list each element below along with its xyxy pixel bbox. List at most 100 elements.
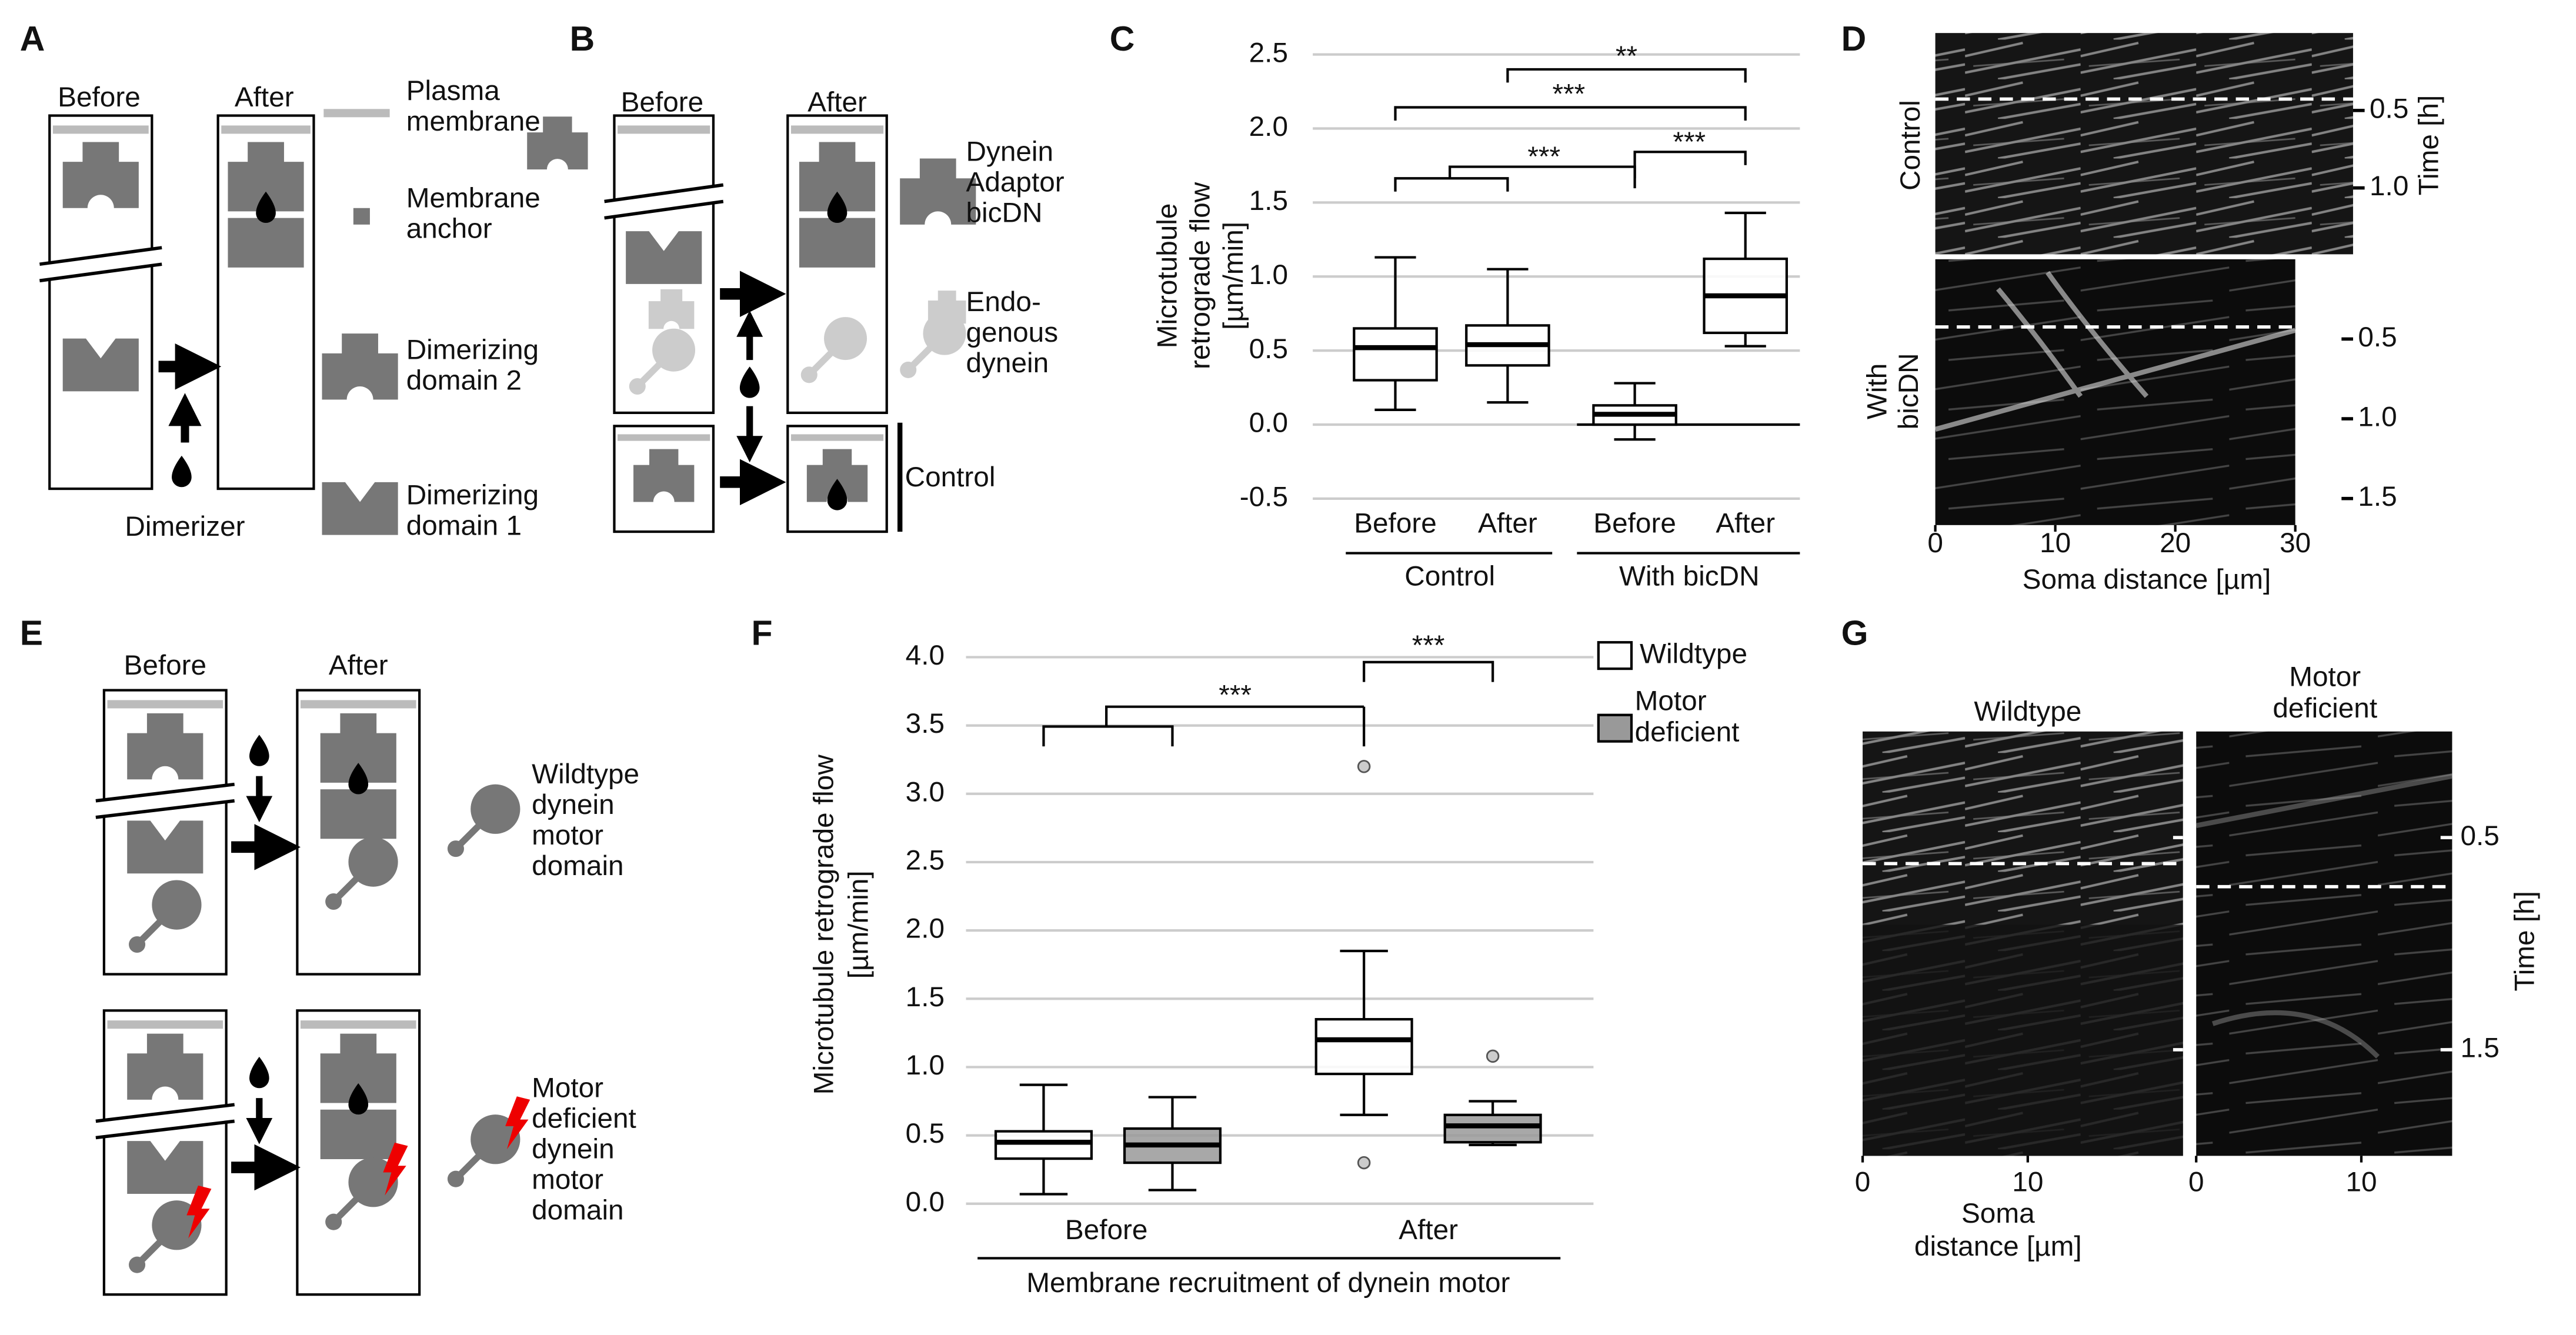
diagram-shape: [62, 338, 139, 392]
x-tick-label: 10: [2012, 1167, 2043, 1198]
y-tick-label: 0.0: [1249, 408, 1288, 439]
diagram-shape: [613, 114, 715, 415]
legend-label: domain 1: [406, 510, 522, 542]
diagram-shape: [618, 125, 710, 134]
x-tick-label: 0: [1855, 1167, 1871, 1198]
diagram-shape: [249, 1056, 269, 1089]
diagram-shape: [626, 231, 702, 284]
panel-b-diagram: [527, 114, 976, 533]
frame-title: Before: [621, 86, 704, 118]
legend-label: domain: [532, 850, 624, 882]
diagram-shape: [127, 713, 203, 780]
y-tick-label: 0.5: [1249, 333, 1288, 365]
diagram-shape: [95, 1119, 235, 1140]
diagram-shape: [739, 366, 760, 398]
y-tick-label: 0.5: [2358, 322, 2397, 353]
x-tick-label: 30: [2280, 528, 2311, 559]
diagram-shape: [221, 125, 311, 134]
legend-label: Dimerizing: [406, 335, 539, 366]
axis-title: distance [µm]: [1914, 1231, 2082, 1262]
diagram-shape: [95, 784, 235, 817]
legend-label: anchor: [406, 213, 492, 244]
box: [1314, 1018, 1413, 1076]
y-tick-label: 0.5: [2370, 93, 2408, 124]
legend-label: dynein: [966, 348, 1049, 379]
significance-label: ***: [1552, 78, 1585, 109]
y-tick-label: 1.0: [906, 1050, 945, 1081]
diagram-shape: [323, 109, 390, 118]
diagram-shape: [604, 183, 724, 203]
y-axis-title: [µm/min]: [1218, 222, 1249, 330]
legend-label: motor: [532, 1164, 603, 1195]
kymographs: [1863, 33, 2453, 1156]
y-tick-label: 1.0: [2370, 171, 2408, 202]
diagram-shape: [900, 312, 966, 378]
legend-label: Endo-: [966, 286, 1041, 318]
group-label: Control: [1404, 560, 1495, 592]
frame-title: After: [235, 82, 294, 113]
y-tick-label: 2.0: [906, 913, 945, 944]
diagram-shape: [1934, 271, 2296, 432]
diagram-shape: [321, 713, 396, 839]
x-axis-title: Membrane recruitment of dynein motor: [1026, 1267, 1510, 1299]
legend-label: Plasma: [406, 75, 500, 106]
diagram-shape: [2196, 731, 2452, 1156]
legend-label: dynein: [532, 789, 615, 820]
x-tick-label: 0: [1927, 528, 1943, 559]
x-tick-label: 20: [2160, 528, 2191, 559]
diagram-shape: [249, 735, 269, 766]
outlier: [1357, 760, 1371, 773]
y-tick-label: 0.5: [2460, 820, 2499, 852]
x-tick-label: 0: [2188, 1167, 2204, 1198]
y-axis-title: [µm/min]: [843, 870, 874, 979]
legend-label-wrap: Motor deficient: [1635, 685, 1740, 748]
diagram-shape: [448, 785, 520, 857]
legend-label: deficient: [532, 1103, 636, 1134]
diagram-shape: [216, 114, 315, 490]
frame-title: After: [329, 650, 388, 681]
diagram-shape: [301, 1020, 416, 1029]
panel-label: E: [20, 615, 43, 653]
significance-bracket: [1042, 725, 1174, 747]
y-tick-label: 0.0: [906, 1186, 945, 1217]
legend-swatch: [1597, 641, 1633, 670]
diagram-shape: [1935, 33, 2353, 255]
x-tick-label: After: [1716, 508, 1775, 539]
diagram-shape: [2195, 773, 2453, 1059]
x-tick-label: Before: [1354, 508, 1437, 539]
x-tick-label: 10: [2345, 1167, 2377, 1198]
caption: Dimerizer: [125, 511, 245, 542]
diagram-shape: [52, 125, 149, 134]
significance-bracket: [1363, 660, 1494, 682]
significance-label: ***: [1527, 141, 1560, 172]
diagram-shape: [102, 689, 228, 976]
row-label: bicDN: [1893, 353, 1924, 429]
box: [1353, 327, 1438, 382]
legend-label: genous: [966, 317, 1059, 348]
diagram-shape: [1863, 925, 2183, 1156]
panel-label: D: [1841, 20, 1867, 58]
legend-label: dynein: [532, 1134, 615, 1165]
diagram-shape: [799, 142, 875, 267]
diagram-shape: [633, 449, 695, 502]
box: [1443, 1113, 1542, 1144]
diagram-shape: [786, 425, 888, 533]
diagram-shape: [95, 1104, 235, 1138]
diagram-shape: [127, 1033, 203, 1100]
panel-label: C: [1110, 20, 1135, 58]
significance-bracket: [1105, 705, 1364, 727]
diagram-shape: [107, 700, 223, 709]
column-label: Wildtype: [1974, 696, 2081, 727]
legend-label: Wildtype: [532, 759, 639, 790]
diagram-shape: [95, 782, 235, 803]
diagram-shape: [39, 246, 162, 266]
x-tick-label: After: [1478, 508, 1537, 539]
axis-title: Time [h]: [2509, 891, 2540, 992]
diagram-shape: [900, 158, 976, 225]
x-tick-label: Before: [1593, 508, 1676, 539]
significance-label: **: [1616, 41, 1637, 72]
y-tick-label: 2.0: [1249, 111, 1288, 142]
diagram-shape: [629, 329, 695, 395]
